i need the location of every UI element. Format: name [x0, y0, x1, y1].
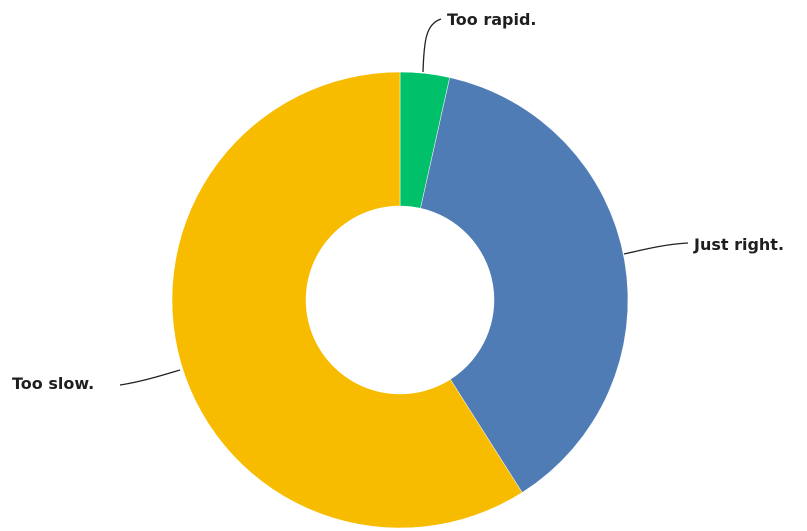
leader-just-right — [623, 242, 689, 255]
leader-too-slow — [119, 369, 181, 386]
slice-label-too-slow: Too slow. — [12, 374, 94, 393]
slice-just-right — [420, 77, 629, 493]
donut-slices — [171, 71, 629, 529]
slice-too-slow — [171, 71, 523, 529]
slice-labels: Too rapid. Just right. Too slow. — [12, 10, 784, 393]
slice-label-too-rapid: Too rapid. — [447, 10, 537, 29]
slice-label-just-right: Just right. — [693, 235, 784, 254]
leader-too-rapid — [422, 18, 442, 73]
leader-lines — [119, 18, 689, 386]
